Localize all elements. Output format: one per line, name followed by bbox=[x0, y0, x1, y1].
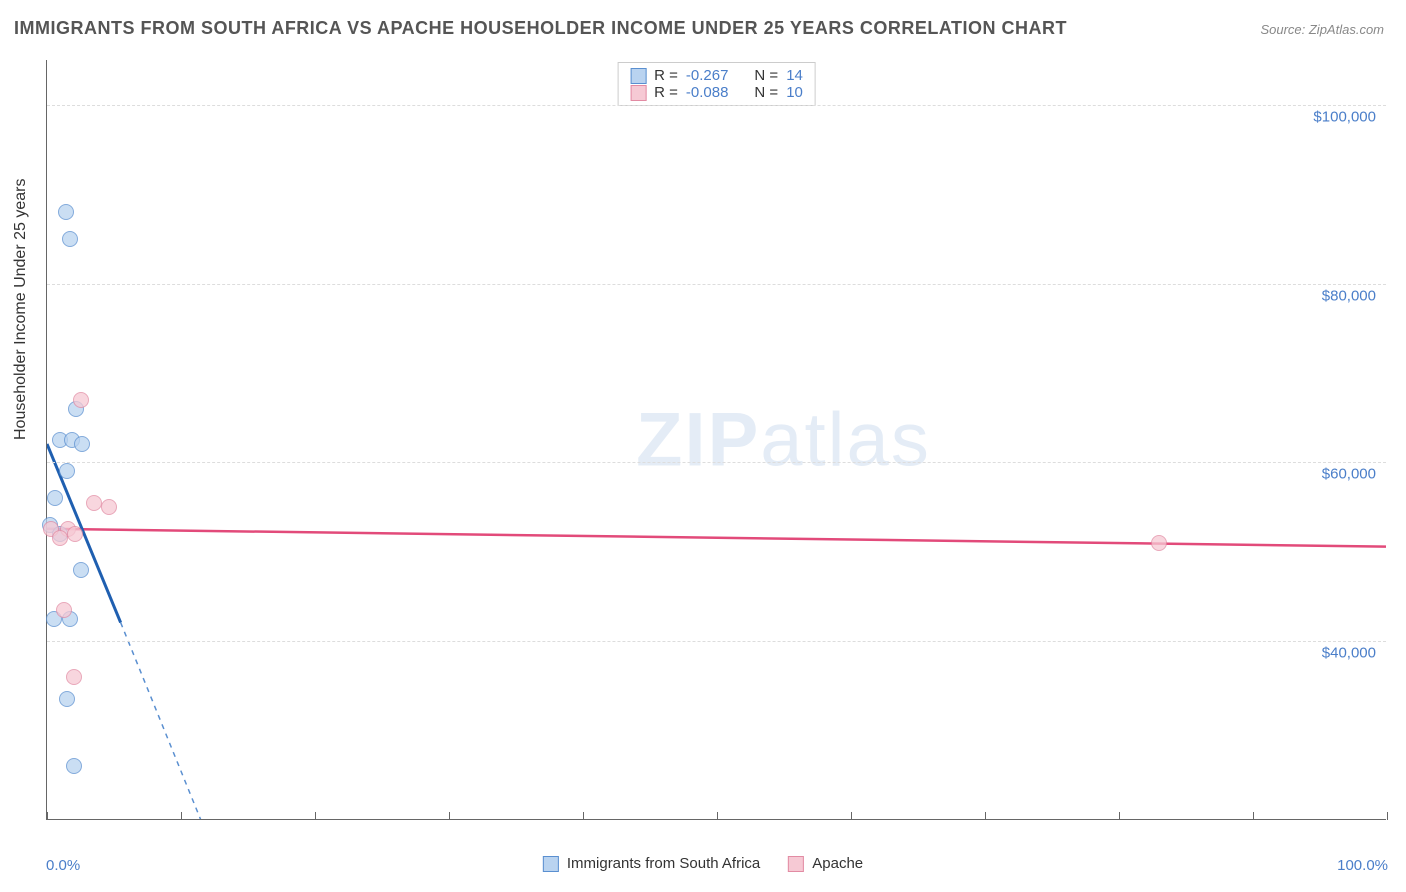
series-1-name: Immigrants from South Africa bbox=[567, 855, 760, 872]
y-tick-label: $100,000 bbox=[1313, 108, 1376, 125]
x-tick bbox=[1387, 812, 1388, 820]
data-point bbox=[73, 392, 89, 408]
legend-row-series-1: R = -0.267 N = 14 bbox=[630, 67, 803, 84]
data-point bbox=[62, 231, 78, 247]
watermark: ZIPatlas bbox=[636, 396, 931, 483]
data-point bbox=[1151, 535, 1167, 551]
r-value-1: -0.267 bbox=[686, 67, 729, 84]
watermark-bold: ZIP bbox=[636, 397, 760, 482]
y-tick-label: $60,000 bbox=[1322, 466, 1376, 483]
data-point bbox=[52, 530, 68, 546]
grid-line bbox=[47, 641, 1386, 642]
legend-swatch-1b bbox=[543, 856, 559, 872]
data-point bbox=[86, 495, 102, 511]
grid-line bbox=[47, 284, 1386, 285]
x-tick bbox=[1119, 812, 1120, 820]
x-tick bbox=[985, 812, 986, 820]
grid-line bbox=[47, 105, 1386, 106]
x-axis-max-label: 100.0% bbox=[1337, 857, 1388, 874]
legend-swatch-2 bbox=[630, 85, 646, 101]
y-tick-label: $80,000 bbox=[1322, 287, 1376, 304]
series-2-name: Apache bbox=[812, 855, 863, 872]
x-tick bbox=[1253, 812, 1254, 820]
x-tick bbox=[315, 812, 316, 820]
source-attribution: Source: ZipAtlas.com bbox=[1260, 22, 1384, 37]
data-point bbox=[67, 526, 83, 542]
data-point bbox=[58, 204, 74, 220]
data-point bbox=[66, 758, 82, 774]
data-point bbox=[56, 602, 72, 618]
series-legend: Immigrants from South Africa Apache bbox=[543, 855, 863, 872]
x-tick bbox=[47, 812, 48, 820]
watermark-light: atlas bbox=[760, 397, 931, 482]
r-label: R = bbox=[654, 67, 678, 84]
n-label: N = bbox=[754, 84, 778, 101]
data-point bbox=[59, 691, 75, 707]
legend-row-series-2: R = -0.088 N = 10 bbox=[630, 84, 803, 101]
data-point bbox=[73, 562, 89, 578]
n-value-1: 14 bbox=[786, 67, 803, 84]
n-value-2: 10 bbox=[786, 84, 803, 101]
y-axis-title: Householder Income Under 25 years bbox=[12, 179, 30, 440]
x-tick bbox=[449, 812, 450, 820]
trend-lines-svg bbox=[47, 60, 1386, 819]
grid-line bbox=[47, 462, 1386, 463]
data-point bbox=[66, 669, 82, 685]
x-tick bbox=[851, 812, 852, 820]
data-point bbox=[101, 499, 117, 515]
r-label: R = bbox=[654, 84, 678, 101]
legend-item-1: Immigrants from South Africa bbox=[543, 855, 760, 872]
r-value-2: -0.088 bbox=[686, 84, 729, 101]
x-tick bbox=[583, 812, 584, 820]
legend-swatch-2b bbox=[788, 856, 804, 872]
chart-title: IMMIGRANTS FROM SOUTH AFRICA VS APACHE H… bbox=[14, 18, 1067, 39]
data-point bbox=[74, 436, 90, 452]
legend-item-2: Apache bbox=[788, 855, 863, 872]
x-axis-min-label: 0.0% bbox=[46, 857, 80, 874]
data-point bbox=[47, 490, 63, 506]
correlation-legend: R = -0.267 N = 14 R = -0.088 N = 10 bbox=[617, 62, 816, 106]
data-point bbox=[59, 463, 75, 479]
n-label: N = bbox=[754, 67, 778, 84]
x-tick bbox=[717, 812, 718, 820]
y-tick-label: $40,000 bbox=[1322, 645, 1376, 662]
plot-area: ZIPatlas R = -0.267 N = 14 R = -0.088 N … bbox=[46, 60, 1386, 820]
x-tick bbox=[181, 812, 182, 820]
legend-swatch-1 bbox=[630, 68, 646, 84]
